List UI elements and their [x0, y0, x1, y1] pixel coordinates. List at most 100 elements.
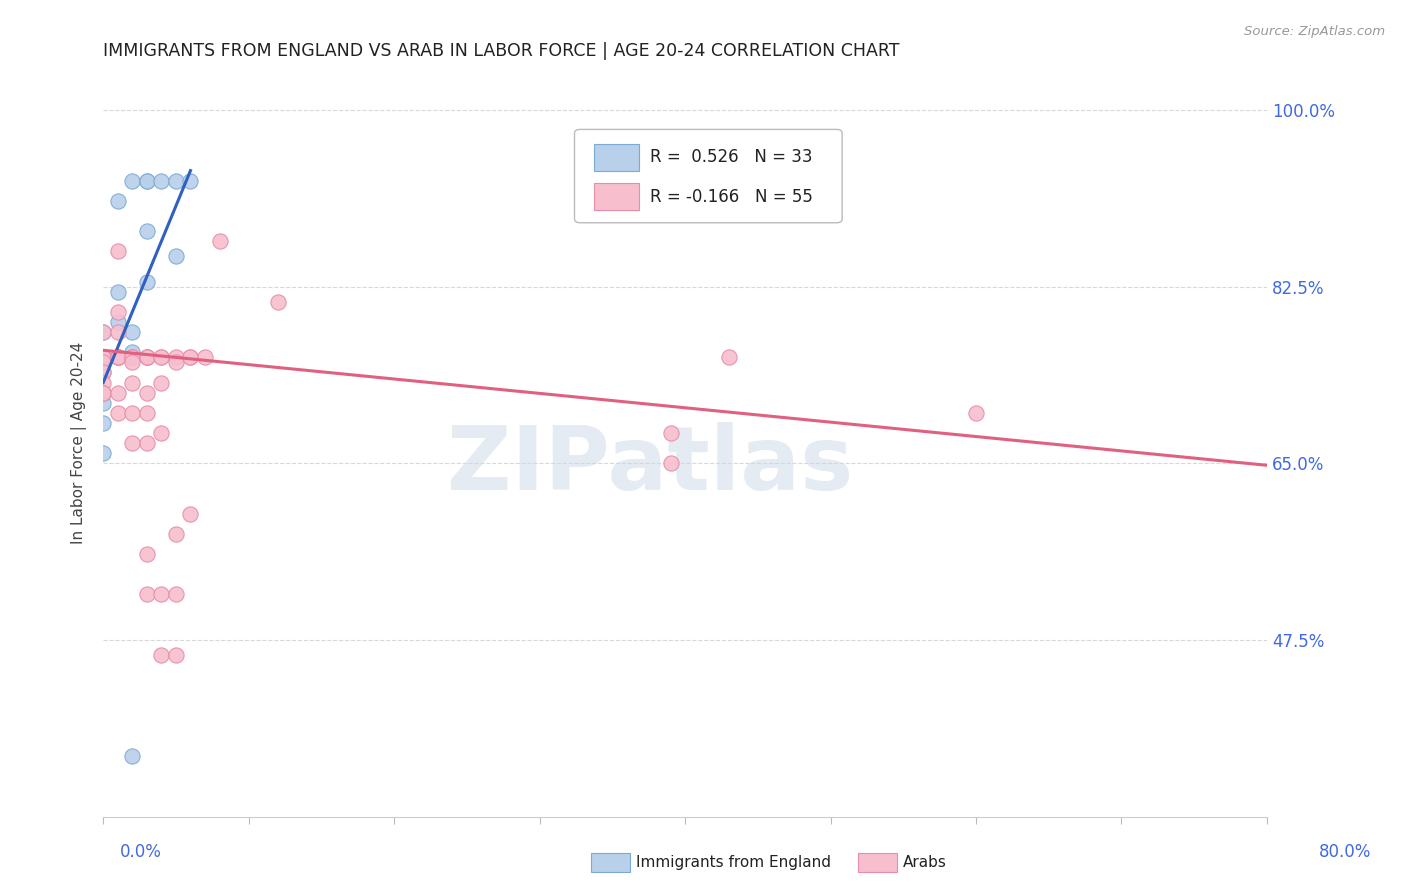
Point	[179, 507, 201, 521]
Point	[91, 376, 114, 390]
Point	[194, 351, 217, 365]
Point	[165, 174, 187, 188]
Point	[165, 351, 187, 365]
Point	[107, 315, 129, 329]
Point	[135, 275, 157, 289]
Point	[91, 351, 114, 365]
Point	[121, 351, 143, 365]
Point	[121, 355, 143, 369]
Point	[965, 406, 987, 420]
Point	[121, 406, 143, 420]
Point	[135, 351, 157, 365]
Text: Source: ZipAtlas.com: Source: ZipAtlas.com	[1244, 25, 1385, 38]
Point	[121, 436, 143, 450]
Point	[165, 355, 187, 369]
Point	[107, 194, 129, 208]
Point	[91, 385, 114, 400]
Point	[107, 385, 129, 400]
Bar	[595, 183, 638, 211]
Point	[91, 325, 114, 339]
Point	[107, 305, 129, 319]
Point	[150, 351, 173, 365]
Text: R =  0.526   N = 33: R = 0.526 N = 33	[650, 148, 813, 166]
Point	[91, 351, 114, 365]
Text: 0.0%: 0.0%	[120, 843, 162, 861]
Point	[135, 587, 157, 601]
Bar	[595, 144, 638, 170]
Point	[121, 376, 143, 390]
Point	[121, 351, 143, 365]
Point	[135, 351, 157, 365]
Point	[91, 351, 114, 365]
Point	[135, 547, 157, 561]
Point	[121, 351, 143, 365]
Point	[135, 351, 157, 365]
Point	[91, 351, 114, 365]
Point	[91, 351, 114, 365]
Text: ZIPatlas: ZIPatlas	[447, 422, 853, 509]
Point	[107, 351, 129, 365]
Point	[107, 285, 129, 299]
Point	[150, 174, 173, 188]
Text: Immigrants from England: Immigrants from England	[636, 855, 831, 870]
Text: IMMIGRANTS FROM ENGLAND VS ARAB IN LABOR FORCE | AGE 20-24 CORRELATION CHART: IMMIGRANTS FROM ENGLAND VS ARAB IN LABOR…	[103, 42, 900, 60]
Point	[150, 351, 173, 365]
Point	[91, 395, 114, 409]
Point	[91, 351, 114, 365]
Point	[121, 345, 143, 359]
Point	[107, 325, 129, 339]
Point	[107, 351, 129, 365]
Point	[165, 648, 187, 662]
Point	[91, 351, 114, 365]
Point	[91, 351, 114, 365]
Point	[165, 249, 187, 263]
Point	[107, 244, 129, 259]
Point	[208, 234, 231, 248]
Point	[150, 587, 173, 601]
Point	[91, 385, 114, 400]
Point	[91, 351, 114, 365]
Point	[91, 351, 114, 365]
Point	[91, 351, 114, 365]
Point	[179, 351, 201, 365]
Point	[107, 351, 129, 365]
Point	[150, 376, 173, 390]
Point	[121, 174, 143, 188]
Point	[107, 351, 129, 365]
Point	[135, 385, 157, 400]
Point	[150, 648, 173, 662]
Point	[107, 351, 129, 365]
Point	[91, 351, 114, 365]
Y-axis label: In Labor Force | Age 20-24: In Labor Force | Age 20-24	[72, 342, 87, 544]
Point	[91, 385, 114, 400]
Point	[91, 355, 114, 369]
Point	[135, 406, 157, 420]
Point	[165, 527, 187, 541]
Point	[150, 425, 173, 440]
Point	[135, 174, 157, 188]
FancyBboxPatch shape	[575, 129, 842, 223]
Point	[179, 174, 201, 188]
Point	[91, 416, 114, 430]
Text: R = -0.166   N = 55: R = -0.166 N = 55	[650, 187, 813, 206]
Point	[107, 406, 129, 420]
Point	[267, 294, 290, 309]
Point	[165, 587, 187, 601]
Text: Arabs: Arabs	[903, 855, 946, 870]
Point	[121, 325, 143, 339]
Point	[135, 224, 157, 238]
Point	[121, 351, 143, 365]
Point	[91, 351, 114, 365]
Point	[135, 351, 157, 365]
Point	[659, 425, 682, 440]
Point	[91, 366, 114, 380]
Text: 80.0%: 80.0%	[1319, 843, 1371, 861]
Point	[179, 351, 201, 365]
Point	[121, 749, 143, 764]
Point	[91, 366, 114, 380]
Point	[91, 446, 114, 460]
Point	[135, 174, 157, 188]
Point	[91, 325, 114, 339]
Point	[659, 456, 682, 470]
Point	[717, 351, 740, 365]
